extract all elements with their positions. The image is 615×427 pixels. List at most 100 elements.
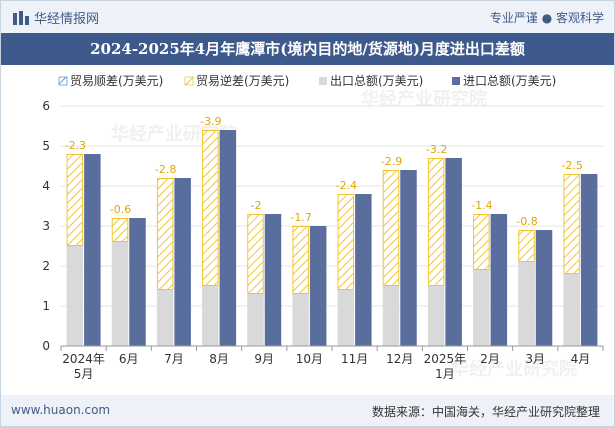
trade-deficit-bar [247, 214, 264, 294]
balance-data-label: -0.6 [110, 203, 131, 216]
legend-label-2: 出口总额(万美元) [330, 74, 423, 88]
y-axis: 0 1 2 3 4 5 6 [42, 99, 50, 353]
category-group-0: -2.3 [65, 139, 101, 346]
x-tick-label: 12月 [386, 352, 413, 366]
slogan: 专业严谨 ● 客观科学 [489, 11, 604, 25]
brand-logo-icon [13, 11, 29, 25]
legend-item-1: 贸易逆差(万美元) [184, 73, 289, 88]
x-tick-label: 5月 [74, 367, 94, 381]
balance-data-label: -2.9 [381, 155, 402, 168]
trade-deficit-bar [66, 154, 84, 246]
balance-data-label: -2.8 [155, 163, 176, 176]
category-group-10: -0.8 [516, 215, 553, 346]
export-bar [563, 274, 580, 346]
balance-data-label: -0.8 [516, 215, 537, 228]
legend-swatch-0 [58, 76, 68, 86]
legend-label-0: 贸易顺差(万美元) [70, 74, 163, 88]
x-tick-label: 6月 [119, 352, 139, 366]
export-bar [111, 242, 129, 346]
trade-deficit-bar [202, 130, 219, 286]
y-tick-label-0: 0 [42, 339, 50, 353]
export-bar [66, 246, 84, 346]
category-group-4: -2 [247, 199, 282, 346]
site-url: www.huaon.com [11, 403, 111, 417]
x-tick-label: 4月 [571, 352, 591, 366]
legend-label-3: 进口总额(万美元) [463, 74, 556, 88]
x-tick-label: 1月 [435, 367, 455, 381]
y-tick-label-6: 6 [42, 99, 50, 113]
category-group-3: -3.9 [200, 115, 237, 346]
balance-data-label: -3.2 [426, 143, 447, 156]
x-tick-label: 2024年 [62, 352, 105, 366]
category-group-5: -1.7 [290, 211, 327, 346]
import-bar [580, 174, 598, 346]
balance-data-label: -1.7 [290, 211, 311, 224]
trade-deficit-bar [156, 178, 174, 290]
bars: -2.3 -0.6 -2.8 -3.9 -2 -1.7 -2.4 -2.9 -3.2 -1.4 -0… [65, 115, 598, 346]
x-tick-label: 3月 [525, 352, 545, 366]
grid-lines [61, 105, 603, 307]
trade-deficit-bar [563, 174, 580, 274]
import-bar [355, 194, 372, 346]
export-bar [337, 290, 355, 346]
balance-data-label: -2.3 [65, 139, 86, 152]
brand: 华经情报网 [13, 8, 99, 27]
trade-deficit-bar [292, 226, 309, 294]
export-bar [518, 262, 535, 346]
export-bar [292, 294, 309, 346]
export-bar [427, 286, 445, 346]
y-tick-label-2: 2 [42, 259, 50, 273]
import-bar [535, 230, 553, 346]
chart-area: 贸易顺差(万美元) 贸易逆差(万美元) 出口总额(万美元) 进口总额(万美元) 华经产… [42, 73, 604, 381]
x-tick-label: 11月 [341, 352, 368, 366]
y-tick-label-1: 1 [42, 299, 50, 313]
trade-deficit-bar [427, 158, 445, 286]
category-group-7: -2.9 [381, 155, 417, 346]
import-bar [129, 218, 146, 346]
x-tick-label: 2025年 [424, 352, 467, 366]
import-bar [400, 170, 417, 346]
import-bar [219, 130, 237, 346]
x-tick-label: 9月 [254, 352, 274, 366]
trade-deficit-bar [518, 230, 535, 262]
footer: www.huaon.com 数据来源：中国海关，华经产业研究院整理 [1, 395, 614, 426]
category-group-2: -2.8 [155, 163, 191, 346]
import-bar [174, 178, 191, 346]
trade-deficit-bar [111, 218, 129, 242]
export-bar [156, 290, 174, 346]
category-group-6: -2.4 [336, 179, 372, 346]
y-tick-label-4: 4 [42, 179, 50, 193]
export-bar [382, 286, 400, 346]
trade-deficit-bar [382, 170, 400, 286]
import-bar [490, 214, 508, 346]
category-group-9: -1.4 [471, 199, 508, 346]
y-tick-label-5: 5 [42, 139, 50, 153]
balance-data-label: -2 [251, 199, 262, 212]
brand-name: 华经情报网 [34, 12, 100, 27]
balance-data-label: -1.4 [471, 199, 492, 212]
import-bar [84, 154, 101, 346]
export-bar [473, 270, 490, 346]
category-group-8: -3.2 [426, 143, 462, 346]
import-bar [309, 226, 327, 346]
x-tick-label: 2月 [480, 352, 500, 366]
x-tick-label: 10月 [296, 352, 323, 366]
trade-deficit-bar [473, 214, 490, 270]
legend-item-2: 出口总额(万美元) [319, 74, 423, 88]
chart-title: 2024-2025年4月年鹰潭市(境内目的地/货源地)月度进出口差额 [1, 33, 614, 65]
legend-item-3: 进口总额(万美元) [452, 74, 556, 88]
watermark-text-1: 华经产业研究院 [361, 88, 487, 110]
export-bar [247, 294, 264, 346]
category-group-11: -2.5 [561, 159, 598, 346]
trade-deficit-bar [337, 194, 355, 290]
watermark-text-2: 华经产业研究院 [451, 358, 577, 380]
import-bar [445, 158, 462, 346]
legend: 贸易顺差(万美元) 贸易逆差(万美元) 出口总额(万美元) 进口总额(万美元) [58, 73, 556, 88]
y-tick-label-3: 3 [42, 219, 50, 233]
x-tick-label: 8月 [209, 352, 229, 366]
balance-data-label: -2.5 [561, 159, 582, 172]
legend-item-0: 贸易顺差(万美元) [58, 74, 163, 88]
